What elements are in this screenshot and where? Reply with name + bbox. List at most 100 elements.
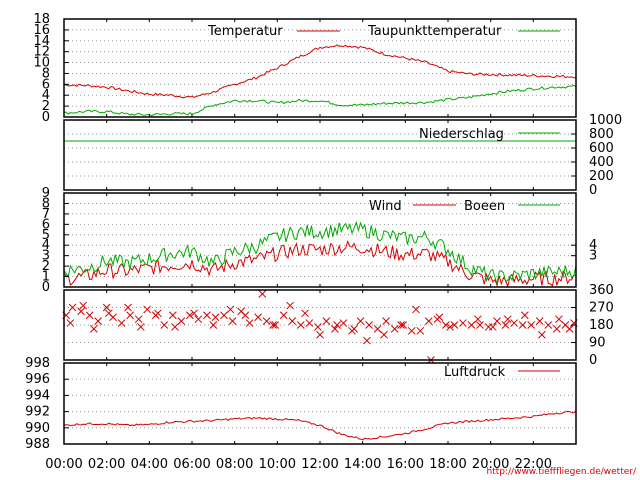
x-tick-label: 20:00 [472,457,509,472]
wind-direction-point [518,321,527,329]
wind-direction-point [94,317,102,325]
y-tick-label: 14 [33,34,50,49]
x-tick-label: 06:00 [173,457,210,472]
wind-direction-point [322,317,331,325]
wind-direction-point [177,317,186,325]
wind-direction-point [474,315,482,324]
wind-direction-point [203,311,211,320]
wind-direction-point [85,311,94,320]
wind-direction-point [331,325,339,333]
wind-direction-point [279,311,288,320]
x-tick-label: 16:00 [387,457,424,472]
wind-direction-point [66,319,75,327]
wind-direction-point [79,301,88,310]
y-tick-label: 6 [42,217,50,232]
y2-tick-label: 360 [589,283,614,298]
y2-tick-label: 1000 [589,113,622,128]
y2-tick-label: 180 [589,318,614,333]
y2-tick-label: 600 [589,141,614,156]
y2-tick-label: 400 [589,155,614,170]
y-tick-label: 12 [33,45,50,60]
x-tick-label: 22:00 [515,457,552,472]
series-line-wind [63,239,577,289]
wind-direction-point [399,321,408,329]
wind-direction-point [412,305,420,314]
y-tick-label: 988 [25,437,50,452]
y2-tick-label: 4 [589,238,597,253]
wind-direction-point [305,319,314,327]
wind-direction-point [269,321,277,329]
y-tick-label: 3 [42,249,50,264]
wind-direction-point [220,311,228,320]
y-tick-label: 0 [42,110,50,125]
legend-taupunkttemperatur: Taupunkttemperatur [367,24,502,39]
legend-boeen: Boeen [464,199,505,214]
legend-temperatur: Temperatur [207,24,283,39]
wind-direction-point [407,326,416,335]
legend-niederschlag: Niederschlag [419,127,504,142]
wind-direction-point [168,311,177,320]
wind-direction-point [316,330,324,339]
wind-direction-point [373,325,382,333]
y-tick-label: 1 [42,270,50,285]
series-line-taupunkttemperatur [63,84,577,117]
y-tick-label: 996 [25,372,50,387]
y2-tick-label: 0 [589,353,597,368]
wind-direction-point [488,323,497,331]
footer-url: http://www.tiefffliegen.de/wetter/ [487,467,637,477]
x-tick-label: 18:00 [429,457,466,472]
wind-direction-point [171,323,179,331]
x-tick-label: 08:00 [216,457,253,472]
y2-tick-label: 90 [589,336,606,351]
wind-direction-point [555,315,563,324]
series-line-temperatur [63,44,577,99]
wind-direction-point [476,321,484,329]
y2-tick-label: 0 [589,183,597,198]
wind-direction-point [134,315,143,324]
wind-direction-point [245,319,254,327]
y-tick-label: 2 [42,259,50,274]
wind-direction-point [143,305,152,314]
wind-direction-point [382,317,390,325]
wind-direction-point [126,311,134,320]
wind-direction-point [442,321,450,329]
y-tick-label: 2 [42,99,50,114]
x-tick-label: 02:00 [88,457,125,472]
wind-direction-point [186,311,194,320]
wind-direction-point [424,317,433,325]
wind-direction-point [510,319,518,327]
wind-direction-point [520,311,529,320]
y-tick-label: 4 [42,238,50,253]
y-tick-label: 5 [42,228,50,243]
y-tick-label: 8 [42,196,50,211]
y2-tick-label: 3 [589,249,597,264]
wind-direction-point [501,321,510,329]
legend-luftdruck: Luftdruck [444,365,506,380]
wind-direction-point [190,309,198,318]
wind-direction-point [104,309,113,318]
wind-direction-point [397,321,405,329]
wind-direction-point [435,313,444,322]
legend-wind: Wind [369,199,402,214]
wind-direction-point [450,321,459,329]
wind-direction-point [446,323,454,331]
wind-direction-point [365,321,373,329]
wind-direction-point [68,303,77,312]
wind-direction-point [380,330,388,339]
wind-direction-point [390,325,399,333]
wind-direction-point [356,317,365,325]
wind-direction-point [136,323,145,331]
x-tick-label: 12:00 [301,457,338,472]
wind-direction-point [194,315,203,324]
wind-direction-point [339,319,348,327]
y2-tick-label: 200 [589,169,614,184]
wind-direction-point [350,325,358,333]
y-tick-label: 8 [42,66,50,81]
series-line-luftdruck [63,410,577,441]
wind-direction-point [288,317,297,325]
y-tick-label: 16 [33,23,50,38]
wind-direction-point [527,321,536,329]
x-tick-label: 10:00 [259,457,296,472]
series-line-boeen [63,220,577,284]
wind-direction-point [226,305,235,314]
